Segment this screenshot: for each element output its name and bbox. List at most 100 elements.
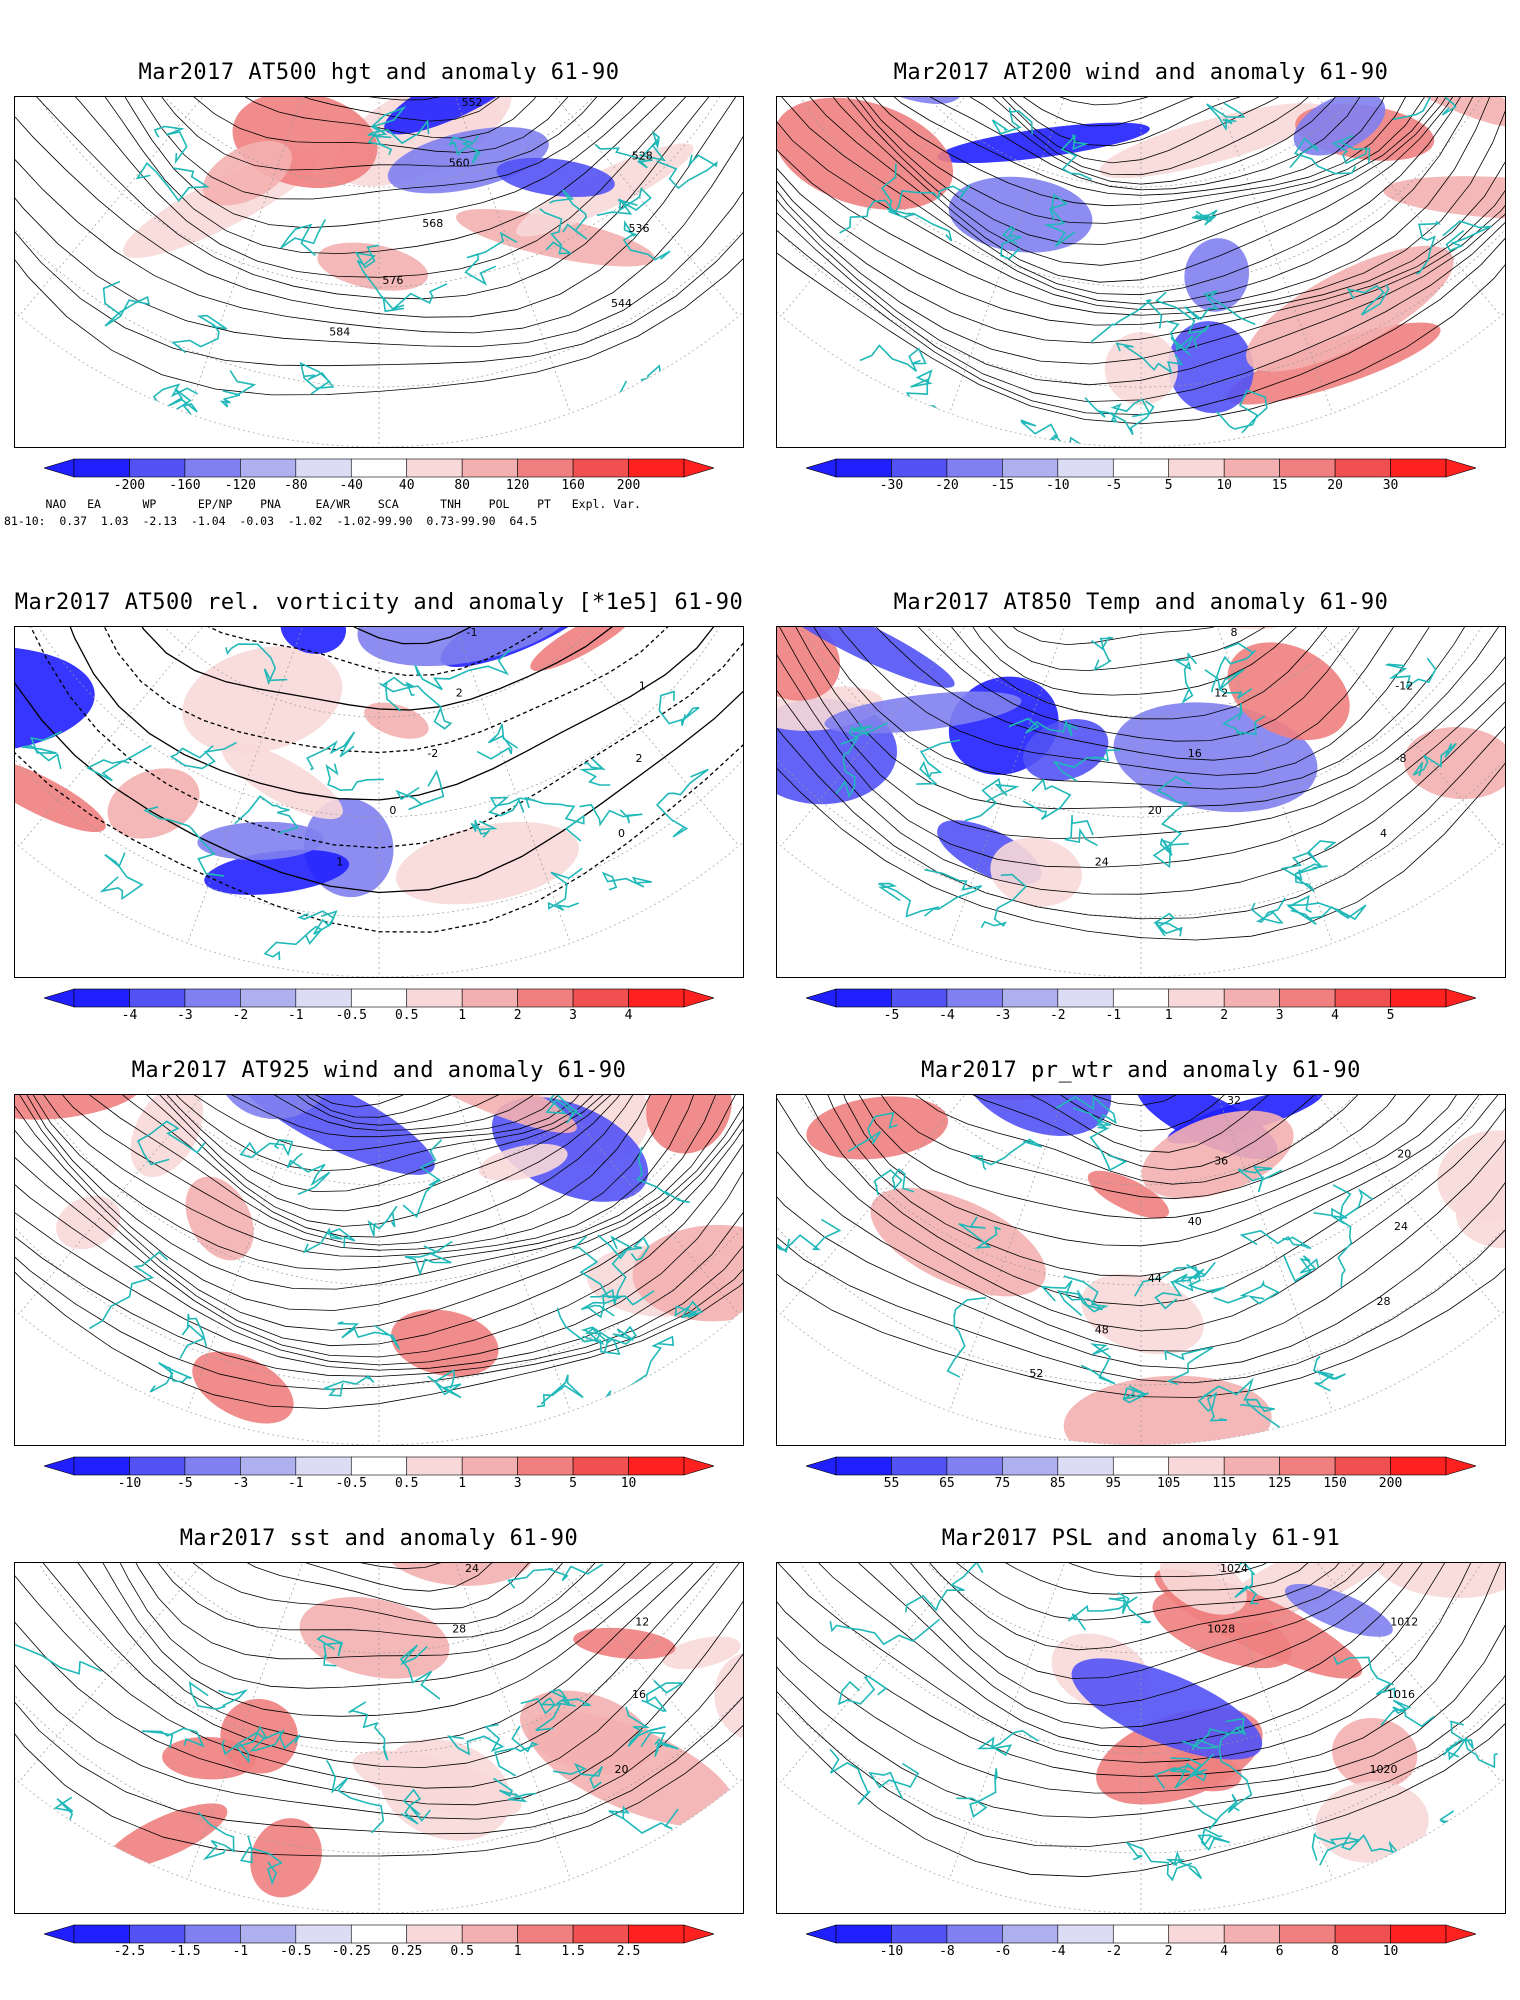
anomaly-shade — [870, 1187, 1046, 1297]
contour-line — [777, 1563, 1505, 1878]
coastline — [956, 1768, 998, 1818]
contour-line — [777, 1095, 1505, 1352]
colorbar-box — [184, 988, 241, 1008]
colorbar-box — [295, 988, 352, 1008]
contour-line — [777, 627, 1505, 868]
coastline — [1108, 1592, 1152, 1624]
map-sst: 12 16 20 24 28 — [14, 1562, 744, 1914]
colorbar-tick-label: -5 — [1105, 478, 1122, 493]
colorbar: -10 -5 -3 -1 -0.5 0.5 1 3 5 10 — [42, 1456, 716, 1496]
coastline — [1064, 815, 1098, 847]
meridian-line — [777, 1563, 1142, 1634]
coastline — [596, 186, 652, 217]
contour-label: 8 — [1231, 627, 1238, 639]
coastline — [1384, 657, 1437, 689]
anomaly-shade — [824, 691, 1022, 734]
contour-line — [42, 627, 709, 754]
streamline — [15, 1095, 743, 1371]
coastline — [1197, 1386, 1227, 1422]
colorbar-tick-label: 55 — [883, 1476, 900, 1491]
colorbar: -2.5 -1.5 -1 -0.5 -0.25 0.25 0.5 1 1.5 2.5 — [42, 1924, 716, 1964]
contour-line — [791, 627, 1482, 761]
streamline — [860, 97, 1433, 176]
anomaly-shade — [197, 821, 324, 861]
colorbar: -10 -8 -6 -4 -2 2 4 6 8 10 — [804, 1924, 1478, 1964]
colorbar-box — [1168, 988, 1225, 1008]
colorbar-box — [1279, 1924, 1336, 1944]
colorbar-tick-label: -15 — [990, 478, 1015, 493]
contour-line — [15, 97, 743, 318]
anomaly-shade — [105, 1803, 228, 1869]
coastline — [1415, 220, 1441, 275]
colorbar-box — [835, 1456, 892, 1476]
colorbar-tick-label: -0.25 — [331, 1944, 371, 1959]
coastline — [596, 380, 656, 447]
coastline — [1022, 778, 1072, 820]
contour-line — [15, 97, 743, 255]
coastline — [263, 925, 323, 961]
coastline — [1204, 668, 1253, 699]
streamline — [777, 97, 1505, 386]
colorbar-box — [73, 1924, 130, 1944]
streamline — [15, 1095, 743, 1257]
colorbar-tick-label: 4 — [1331, 1008, 1339, 1023]
coastline — [581, 1295, 623, 1319]
streamline — [777, 97, 1505, 305]
colorbar-box — [835, 1924, 892, 1944]
contour-line — [777, 627, 1505, 920]
coastline — [90, 385, 131, 420]
streamline — [936, 97, 1357, 106]
coastline — [1134, 1266, 1226, 1297]
coastline — [382, 283, 448, 313]
coastline — [916, 739, 961, 785]
coastline — [848, 721, 889, 739]
colorbar-box — [1279, 988, 1336, 1008]
streamline — [140, 1095, 625, 1126]
map-at500-vorticity: 1 2 0 -1 2 -2 0 1 — [14, 626, 744, 978]
coastline — [625, 1706, 666, 1747]
meridian-line — [187, 97, 380, 414]
contour-line — [156, 627, 593, 645]
colorbar-box — [461, 1456, 518, 1476]
contour-label: 12 — [1214, 687, 1228, 700]
contour-line — [915, 627, 1375, 646]
coastline — [1154, 291, 1210, 349]
coastline — [639, 130, 667, 162]
coastline — [829, 1618, 941, 1646]
colorbar-box — [572, 458, 629, 478]
coastline — [1173, 652, 1198, 705]
colorbar-box — [891, 988, 948, 1008]
coastline — [395, 769, 445, 811]
colorbar-tick-label: -0.5 — [335, 1008, 367, 1023]
meridian-line — [780, 1563, 1142, 1783]
colorbar-tick-label: 10 — [620, 1476, 637, 1491]
panel-title: Mar2017 AT850 Temp and anomaly 61-90 — [893, 590, 1389, 615]
colorbar-box — [891, 1456, 948, 1476]
contour-label: 552 — [462, 97, 483, 109]
coastline — [579, 803, 643, 827]
colorbar-box — [1112, 1924, 1170, 1944]
coastline — [225, 643, 288, 686]
contour-label: 16 — [1188, 747, 1202, 760]
anomaly-shade — [1071, 97, 1303, 98]
colorbar-end-high — [683, 988, 716, 1008]
colorbar-tick-label: -0.5 — [280, 1944, 312, 1959]
coastline — [297, 910, 338, 935]
coastline — [1289, 137, 1357, 175]
contour-line — [105, 1563, 642, 1625]
colorbar-box — [628, 1924, 685, 1944]
anomaly-shade — [530, 627, 638, 672]
streamline — [777, 97, 1505, 311]
colorbar-end-high — [683, 1924, 716, 1944]
streamline — [86, 1095, 685, 1193]
colorbar-tick-label: 3 — [1275, 1008, 1284, 1023]
indices-headers: NAO EA WP EP/NP PNA EA/WR SCA TNH POL PT… — [4, 497, 648, 511]
streamline — [15, 1095, 743, 1290]
coastline — [507, 1563, 604, 1589]
contour-label: 584 — [329, 325, 350, 338]
coastline — [136, 1120, 206, 1166]
coastline — [584, 951, 631, 977]
colorbar-end-high — [1445, 1924, 1478, 1944]
colorbar-box — [835, 458, 892, 478]
coastline — [286, 1152, 331, 1196]
